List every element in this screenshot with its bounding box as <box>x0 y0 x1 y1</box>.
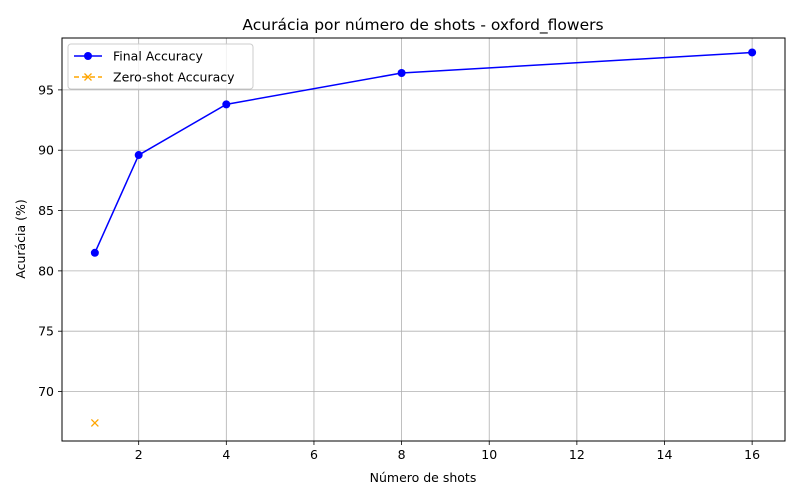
plot-frame <box>61 37 786 442</box>
y-axis-label: Acurácia (%) <box>13 199 28 279</box>
x-tick-label: 2 <box>135 447 143 462</box>
legend-item: Zero-shot Accuracy <box>74 70 235 85</box>
data-point <box>134 151 143 160</box>
x-axis-label: Número de shots <box>370 470 477 485</box>
x-tick-label: 12 <box>569 447 585 462</box>
x-tick-label: 10 <box>481 447 497 462</box>
y-tick-label: 95 <box>38 82 54 97</box>
legend-marker <box>84 52 92 60</box>
x-tick-label: 8 <box>398 447 406 462</box>
series-final-accuracy <box>90 48 757 257</box>
legend-item: Final Accuracy <box>74 49 203 64</box>
legend-marker <box>84 73 92 81</box>
x-tick-label: 4 <box>222 447 230 462</box>
chart-title: Acurácia por número de shots - oxford_fl… <box>242 16 603 35</box>
data-series <box>90 48 757 427</box>
y-tick-label: 85 <box>38 203 54 218</box>
y-tick-label: 70 <box>38 384 54 399</box>
grid-lines <box>62 38 785 441</box>
legend: Final Accuracy Zero-shot Accuracy <box>67 43 254 90</box>
data-point <box>748 48 757 57</box>
y-tick-label: 75 <box>38 324 54 339</box>
legend-label: Final Accuracy <box>113 49 203 64</box>
x-axis-ticks: 2 4 6 8 10 12 14 16 <box>135 441 760 462</box>
data-point <box>90 418 99 427</box>
legend-label: Zero-shot Accuracy <box>113 70 235 85</box>
x-tick-label: 16 <box>744 447 760 462</box>
data-point <box>90 248 99 257</box>
y-tick-label: 90 <box>38 143 54 158</box>
y-tick-label: 80 <box>38 263 54 278</box>
x-tick-label: 6 <box>310 447 318 462</box>
y-axis-ticks: 70 75 80 85 90 95 <box>38 82 62 399</box>
x-tick-label: 14 <box>657 447 673 462</box>
data-point <box>222 100 231 109</box>
series-zero-shot-accuracy <box>90 418 99 427</box>
data-point <box>397 68 406 77</box>
legend-box <box>67 43 254 90</box>
